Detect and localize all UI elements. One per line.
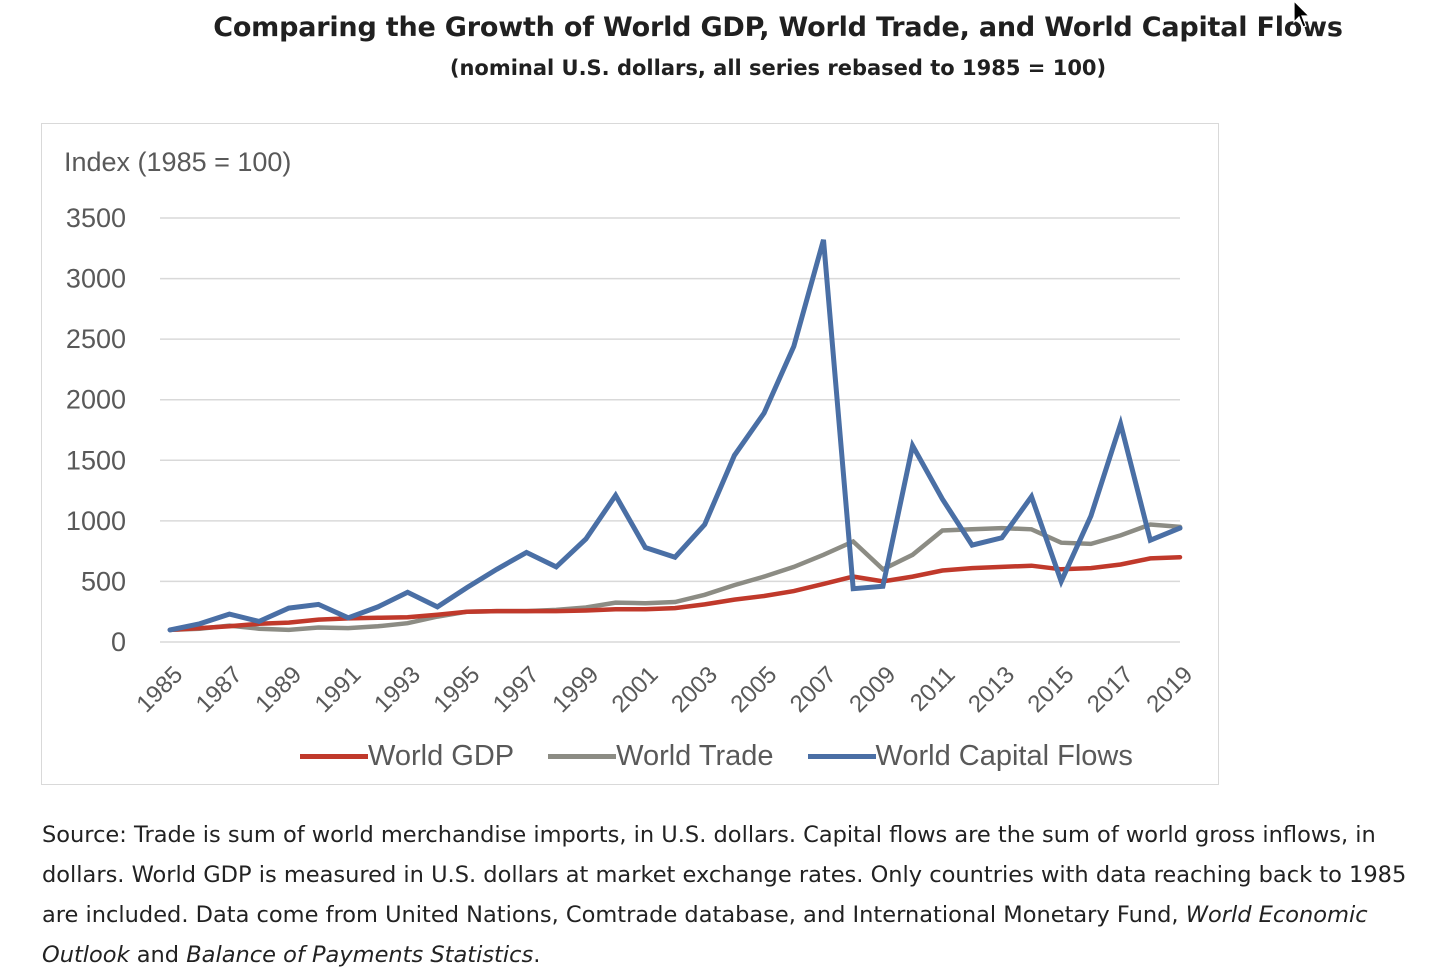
x-tick-label: 2015: [1023, 661, 1080, 718]
x-tick-label: 2005: [726, 661, 783, 718]
y-tick-label: 3000: [66, 264, 126, 294]
chart-title: Comparing the Growth of World GDP, World…: [213, 12, 1343, 43]
x-tick-label: 1999: [547, 661, 604, 718]
source-text-2: and: [129, 942, 187, 968]
x-tick-label: 1997: [488, 661, 545, 718]
y-tick-label: 1500: [66, 445, 126, 475]
mouse-cursor-icon: [1293, 0, 1311, 28]
x-tick-label: 2007: [785, 661, 842, 718]
y-tick-label: 2000: [66, 385, 126, 415]
x-tick-label: 2011: [905, 661, 961, 717]
chart-subtitle: (nominal U.S. dollars, all series rebase…: [449, 56, 1107, 80]
series-lines: [167, 239, 1183, 633]
x-tick-label: 2019: [1141, 661, 1198, 718]
y-tick-label: 0: [111, 627, 126, 657]
x-tick-label: 1993: [369, 661, 426, 718]
x-tick-label: 2013: [963, 661, 1020, 718]
y-tick-label: 500: [81, 566, 126, 596]
x-tick-label: 1987: [191, 661, 248, 718]
x-tick-label: 1991: [310, 661, 367, 718]
legend-item-world-gdp: World GDP: [300, 740, 514, 773]
legend-label-world-capital-flows: World Capital Flows: [875, 739, 1133, 772]
source-italic-1: World Economic Outlook: [42, 902, 1368, 968]
y-tick-labels: 0 500 1000 1500 2000 2500 3000 3500: [66, 203, 126, 657]
x-tick-label: 2001: [607, 661, 664, 718]
source-note: Source: Trade is sum of world merchandis…: [42, 815, 1434, 975]
legend-swatch-world-gdp: [300, 753, 368, 759]
y-tick-label: 2500: [66, 324, 126, 354]
y-tick-label: 3500: [66, 203, 126, 233]
legend-label-world-trade: World Trade: [616, 739, 774, 772]
legend-item-world-capital-flows: World Capital Flows: [807, 739, 1133, 773]
gridlines: [160, 217, 1180, 643]
x-tick-label: 1995: [428, 661, 485, 718]
chart-legend: World GDP World Trade World Capital Flow…: [300, 738, 1167, 774]
source-italic-2: Balance of Payments Statistics: [186, 942, 534, 968]
source-text-1: Source: Trade is sum of world merchandis…: [42, 822, 1407, 928]
series-line-world-trade: [167, 522, 1183, 633]
x-tick-labels: 1985 1987 1989 1991 1993 1995 1997 1999 2001 2003…: [131, 661, 1198, 718]
x-tick-label: 1989: [250, 661, 307, 718]
series-line-world-gdp: [167, 554, 1183, 633]
x-tick-label: 2017: [1082, 661, 1139, 718]
legend-swatch-world-trade: [548, 753, 617, 759]
y-axis-label: Index (1985 = 100): [64, 147, 292, 177]
chart-frame: [41, 123, 1219, 785]
y-tick-label: 1000: [66, 506, 126, 536]
x-tick-label: 1985: [131, 661, 188, 718]
legend-label-world-gdp: World GDP: [368, 739, 515, 772]
source-text-3: .: [533, 942, 541, 968]
legend-swatch-world-capital-flows: [807, 753, 876, 759]
x-tick-label: 2003: [666, 661, 723, 718]
x-tick-label: 2009: [844, 661, 901, 718]
legend-item-world-trade: World Trade: [548, 739, 774, 773]
series-line-world-capital-flows: [167, 239, 1183, 633]
